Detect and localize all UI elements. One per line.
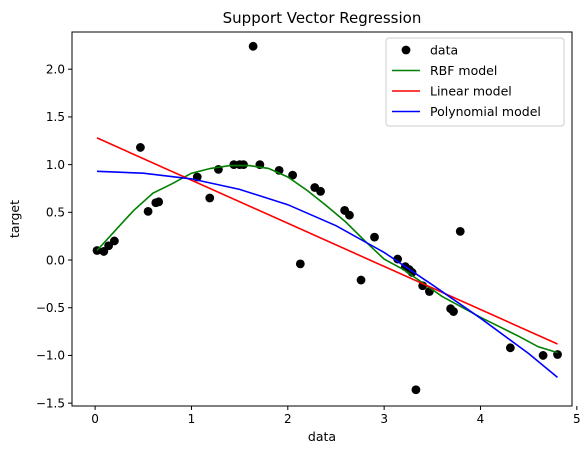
- data-point: [109, 236, 119, 246]
- data-point: [449, 307, 458, 316]
- legend-label-data: data: [430, 42, 458, 57]
- legend-box: [385, 37, 565, 127]
- data-point: [205, 193, 215, 203]
- data-point: [154, 197, 164, 207]
- y-tick-label: −1.5: [36, 396, 65, 410]
- data-point: [295, 259, 305, 269]
- data-point: [316, 186, 325, 196]
- x-tick-label: 4: [477, 412, 485, 426]
- legend-label-polynomial-model: Polynomial model: [430, 104, 541, 119]
- data-point: [288, 170, 298, 180]
- y-tick-label: −1.0: [36, 349, 65, 363]
- data-point: [136, 143, 145, 152]
- data-point: [143, 206, 153, 216]
- data-point: [239, 160, 248, 170]
- y-axis: −1.5 −1.0 −0.5 0.0 0.5 1.0 1.5 2.0: [36, 63, 72, 410]
- x-axis: 0 1 2 3 4 5: [91, 406, 580, 426]
- y-tick-label: 1.5: [46, 110, 65, 124]
- legend: data RBF model Linear model Polynomial mode…: [385, 37, 565, 127]
- plot-area: [92, 41, 562, 395]
- legend-label-linear-model: Linear model: [430, 83, 512, 98]
- y-tick-label: 0.5: [46, 206, 65, 220]
- data-point: [356, 275, 366, 285]
- x-tick-label: 0: [91, 412, 99, 426]
- y-tick-label: 1.0: [46, 158, 65, 172]
- data-point: [345, 210, 354, 220]
- data-point: [505, 343, 515, 353]
- x-tick-label: 3: [380, 412, 388, 426]
- x-tick-label: 1: [188, 412, 196, 426]
- legend-label-rbf-model: RBF model: [430, 63, 497, 78]
- data-point: [104, 241, 114, 251]
- x-axis-label: data: [308, 429, 336, 444]
- y-tick-label: 0.0: [46, 253, 65, 267]
- data-point: [538, 351, 548, 360]
- chart-title: Support Vector Regression: [223, 9, 422, 27]
- y-tick-label: 2.0: [46, 63, 65, 77]
- x-tick-label: 5: [573, 412, 580, 426]
- y-tick-label: −0.5: [36, 301, 65, 315]
- data-point: [393, 254, 403, 264]
- axes-frame: [71, 31, 573, 407]
- x-tick-label: 2: [284, 412, 292, 426]
- y-axis-label: target: [7, 200, 22, 238]
- legend-marker-data: [401, 45, 411, 55]
- polynomial-model-line: [96, 170, 559, 379]
- data-point: [411, 385, 421, 395]
- data-point: [370, 232, 379, 242]
- linear-model-line: [96, 137, 558, 345]
- data-point: [455, 227, 465, 236]
- data-point: [248, 41, 258, 51]
